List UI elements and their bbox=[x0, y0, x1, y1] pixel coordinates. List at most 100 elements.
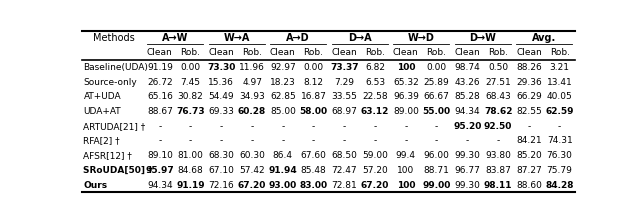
Text: 86.4: 86.4 bbox=[273, 151, 293, 160]
Text: 68.97: 68.97 bbox=[332, 107, 357, 116]
Text: 75.79: 75.79 bbox=[547, 166, 573, 175]
Text: 99.00: 99.00 bbox=[422, 181, 451, 190]
Text: 67.20: 67.20 bbox=[361, 181, 389, 190]
Text: 63.12: 63.12 bbox=[361, 107, 389, 116]
Text: 88.60: 88.60 bbox=[516, 181, 542, 190]
Text: 57.42: 57.42 bbox=[239, 166, 265, 175]
Text: 0.50: 0.50 bbox=[488, 63, 508, 72]
Text: 91.94: 91.94 bbox=[269, 166, 297, 175]
Text: 26.72: 26.72 bbox=[147, 78, 173, 87]
Text: 60.28: 60.28 bbox=[238, 107, 266, 116]
Text: 93.80: 93.80 bbox=[485, 151, 511, 160]
Text: 95.97: 95.97 bbox=[145, 166, 174, 175]
Text: Rob.: Rob. bbox=[180, 48, 200, 57]
Text: 99.30: 99.30 bbox=[454, 151, 480, 160]
Text: 88.26: 88.26 bbox=[516, 63, 541, 72]
Text: RFA[2] †: RFA[2] † bbox=[83, 136, 120, 145]
Text: Rob.: Rob. bbox=[303, 48, 324, 57]
Text: 13.41: 13.41 bbox=[547, 78, 573, 87]
Text: -: - bbox=[158, 136, 161, 145]
Text: 96.39: 96.39 bbox=[393, 92, 419, 101]
Text: 89.00: 89.00 bbox=[393, 107, 419, 116]
Text: W→D: W→D bbox=[408, 33, 435, 43]
Text: 27.51: 27.51 bbox=[485, 78, 511, 87]
Text: 59.00: 59.00 bbox=[362, 151, 388, 160]
Text: UDA+AT: UDA+AT bbox=[83, 107, 121, 116]
Text: -: - bbox=[312, 136, 316, 145]
Text: 18.23: 18.23 bbox=[270, 78, 296, 87]
Text: 84.28: 84.28 bbox=[545, 181, 574, 190]
Text: AFSR[12] †: AFSR[12] † bbox=[83, 151, 132, 160]
Text: Ours: Ours bbox=[83, 181, 108, 190]
Text: 81.00: 81.00 bbox=[178, 151, 204, 160]
Text: D→A: D→A bbox=[348, 33, 372, 43]
Text: 60.30: 60.30 bbox=[239, 151, 265, 160]
Text: -: - bbox=[466, 136, 469, 145]
Text: 89.10: 89.10 bbox=[147, 151, 173, 160]
Text: 54.49: 54.49 bbox=[209, 92, 234, 101]
Text: -: - bbox=[497, 136, 500, 145]
Text: D→W: D→W bbox=[469, 33, 496, 43]
Text: 91.19: 91.19 bbox=[147, 63, 173, 72]
Text: ARTUDA[21] †: ARTUDA[21] † bbox=[83, 122, 146, 131]
Text: -: - bbox=[189, 122, 192, 131]
Text: 94.34: 94.34 bbox=[147, 181, 173, 190]
Text: 66.67: 66.67 bbox=[424, 92, 449, 101]
Text: Clean: Clean bbox=[332, 48, 357, 57]
Text: -: - bbox=[404, 122, 408, 131]
Text: 67.20: 67.20 bbox=[238, 181, 266, 190]
Text: 98.74: 98.74 bbox=[454, 63, 480, 72]
Text: -: - bbox=[250, 136, 253, 145]
Text: 99.4: 99.4 bbox=[396, 151, 416, 160]
Text: Rob.: Rob. bbox=[488, 48, 508, 57]
Text: Rob.: Rob. bbox=[427, 48, 447, 57]
Text: 82.55: 82.55 bbox=[516, 107, 541, 116]
Text: Clean: Clean bbox=[454, 48, 480, 57]
Text: -: - bbox=[343, 122, 346, 131]
Text: 6.82: 6.82 bbox=[365, 63, 385, 72]
Text: 4.97: 4.97 bbox=[242, 78, 262, 87]
Text: 58.00: 58.00 bbox=[300, 107, 328, 116]
Text: W→A: W→A bbox=[223, 33, 250, 43]
Text: 83.00: 83.00 bbox=[300, 181, 328, 190]
Text: -: - bbox=[220, 122, 223, 131]
Text: 100: 100 bbox=[397, 181, 415, 190]
Text: 78.62: 78.62 bbox=[484, 107, 513, 116]
Text: SRoUDA[50] †: SRoUDA[50] † bbox=[83, 166, 153, 175]
Text: 69.33: 69.33 bbox=[209, 107, 234, 116]
Text: -: - bbox=[189, 136, 192, 145]
Text: Clean: Clean bbox=[147, 48, 173, 57]
Text: -: - bbox=[281, 122, 285, 131]
Text: -: - bbox=[374, 122, 377, 131]
Text: 16.87: 16.87 bbox=[301, 92, 326, 101]
Text: -: - bbox=[435, 136, 438, 145]
Text: 34.93: 34.93 bbox=[239, 92, 265, 101]
Text: 91.19: 91.19 bbox=[176, 181, 205, 190]
Text: 72.16: 72.16 bbox=[209, 181, 234, 190]
Text: 40.05: 40.05 bbox=[547, 92, 573, 101]
Text: 67.10: 67.10 bbox=[209, 166, 234, 175]
Text: 76.73: 76.73 bbox=[176, 107, 205, 116]
Text: -: - bbox=[312, 122, 316, 131]
Text: 62.85: 62.85 bbox=[270, 92, 296, 101]
Text: Clean: Clean bbox=[516, 48, 541, 57]
Text: 84.21: 84.21 bbox=[516, 136, 541, 145]
Text: Clean: Clean bbox=[270, 48, 296, 57]
Text: 65.16: 65.16 bbox=[147, 92, 173, 101]
Text: 88.71: 88.71 bbox=[424, 166, 449, 175]
Text: 11.96: 11.96 bbox=[239, 63, 265, 72]
Text: -: - bbox=[220, 136, 223, 145]
Text: 55.00: 55.00 bbox=[422, 107, 451, 116]
Text: Baseline(UDA): Baseline(UDA) bbox=[83, 63, 148, 72]
Text: 68.50: 68.50 bbox=[332, 151, 357, 160]
Text: 29.36: 29.36 bbox=[516, 78, 541, 87]
Text: 33.55: 33.55 bbox=[332, 92, 357, 101]
Text: 3.21: 3.21 bbox=[550, 63, 570, 72]
Text: 57.20: 57.20 bbox=[362, 166, 388, 175]
Text: 85.20: 85.20 bbox=[516, 151, 541, 160]
Text: -: - bbox=[343, 136, 346, 145]
Text: 7.45: 7.45 bbox=[180, 78, 200, 87]
Text: 8.12: 8.12 bbox=[303, 78, 324, 87]
Text: Clean: Clean bbox=[393, 48, 419, 57]
Text: 62.59: 62.59 bbox=[545, 107, 574, 116]
